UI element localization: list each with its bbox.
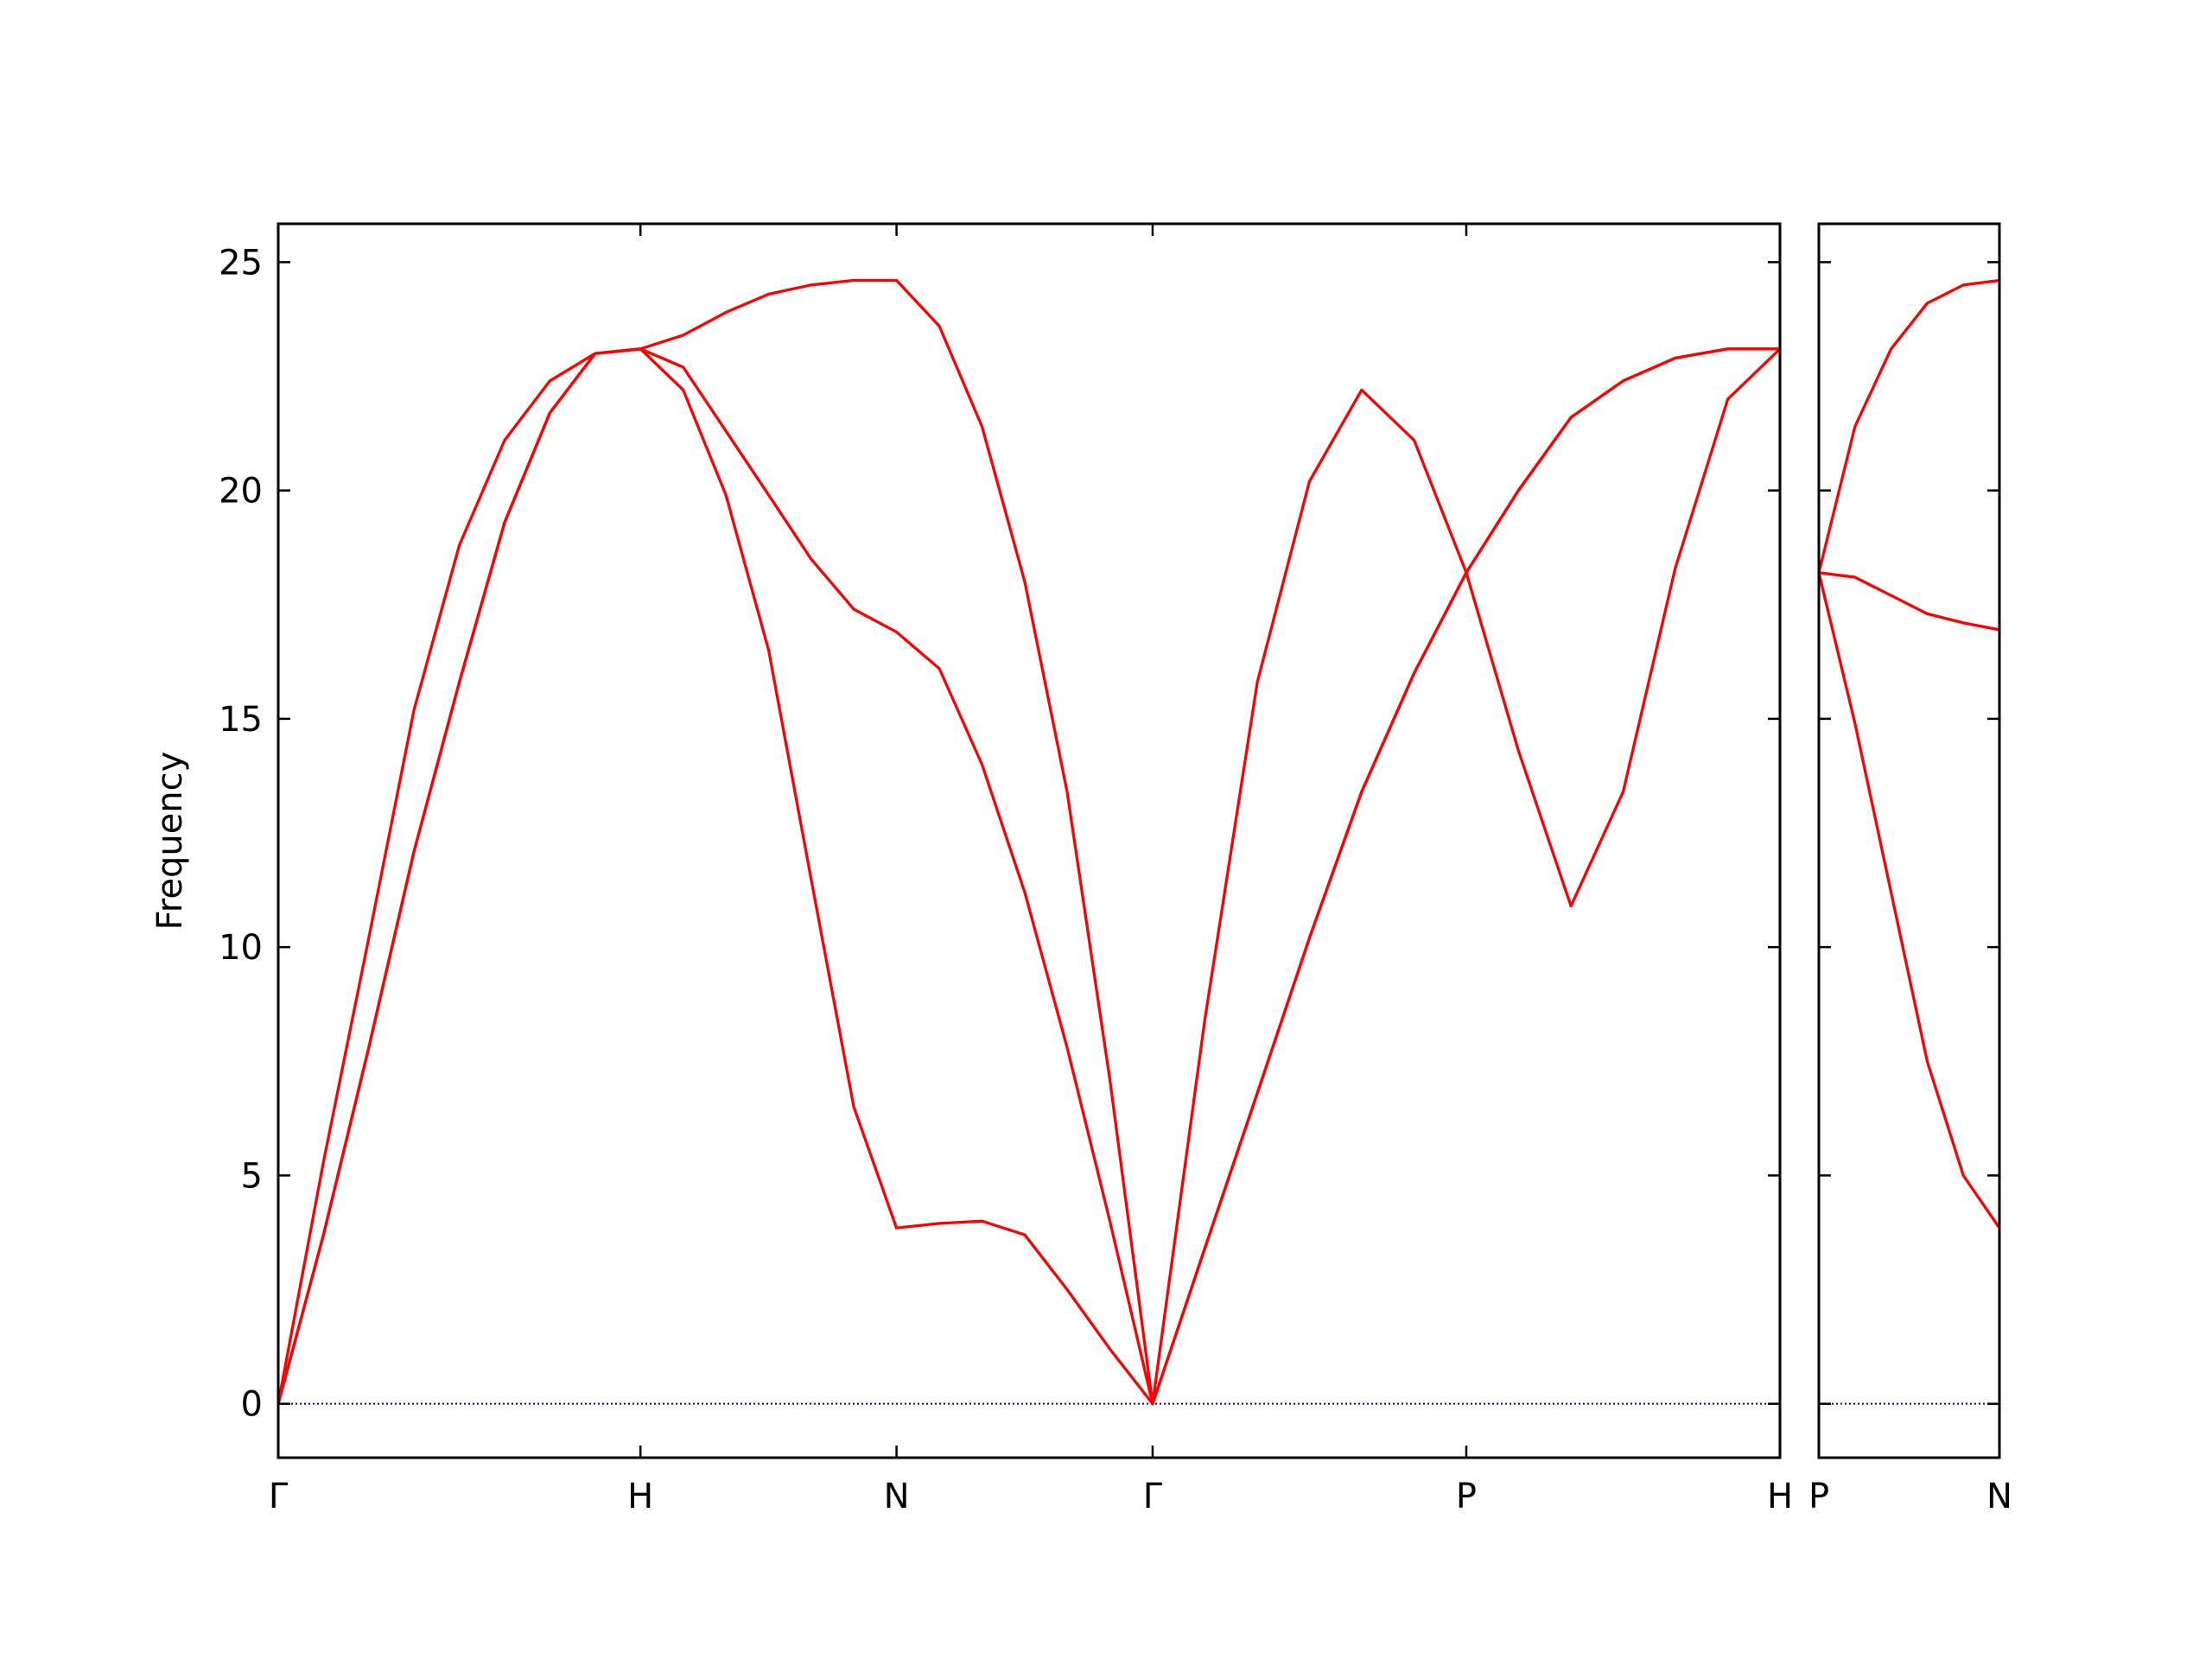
band-line bbox=[278, 347, 1780, 1406]
x-tick-label: N bbox=[884, 1477, 910, 1516]
band-line bbox=[1819, 278, 1999, 574]
band-line bbox=[278, 278, 1780, 1406]
x-tick-label: P bbox=[1456, 1477, 1477, 1516]
x-tick-label: P bbox=[1808, 1477, 1829, 1516]
y-tick-label: 20 bbox=[219, 472, 263, 512]
x-tick-label: H bbox=[627, 1477, 653, 1516]
plot-frame bbox=[276, 222, 1782, 1459]
y-tick-label: 5 bbox=[241, 1156, 263, 1196]
x-tick-label: Γ bbox=[269, 1477, 289, 1516]
band-line bbox=[1819, 572, 1999, 1230]
x-tick-label: H bbox=[1767, 1477, 1793, 1516]
band-line bbox=[278, 347, 1780, 1406]
plot-frame bbox=[1817, 222, 2001, 1459]
y-tick-label: 0 bbox=[241, 1385, 263, 1425]
y-tick-label: 15 bbox=[219, 700, 263, 740]
x-tick-label: N bbox=[1986, 1477, 2012, 1516]
band-line bbox=[1819, 571, 1999, 632]
y-tick-label: 10 bbox=[219, 928, 263, 968]
y-axis-label: Frequency bbox=[150, 752, 190, 931]
x-tick-label: Γ bbox=[1143, 1477, 1163, 1516]
y-tick-label: 25 bbox=[219, 243, 263, 283]
